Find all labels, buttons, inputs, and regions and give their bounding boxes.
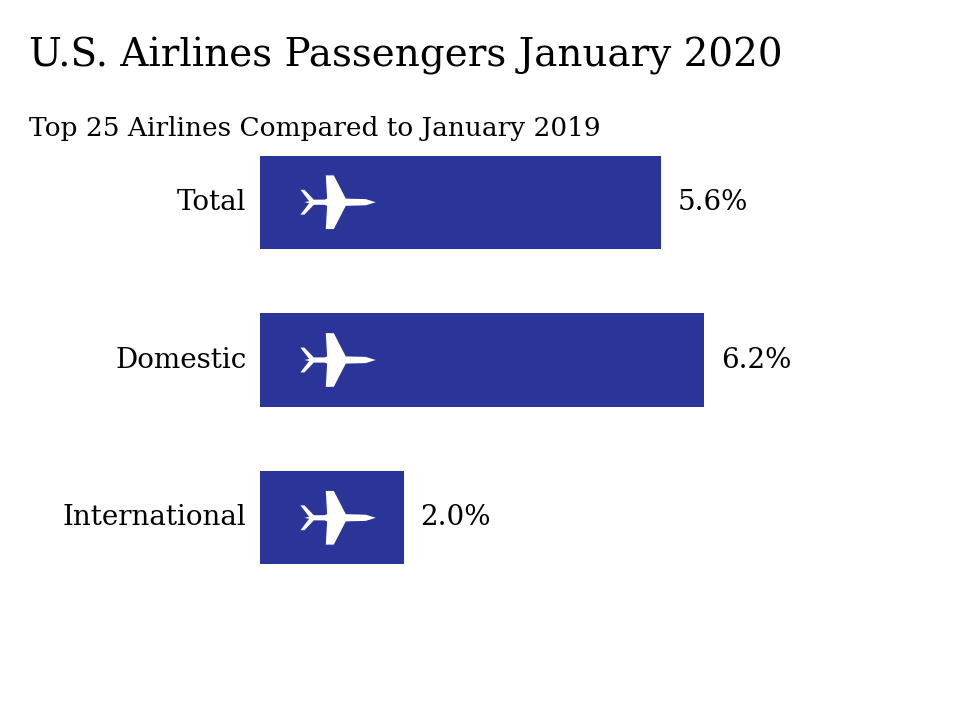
Polygon shape: [300, 333, 375, 387]
Text: International: International: [62, 504, 247, 531]
Bar: [260, 156, 661, 249]
Text: Top 25 Airlines Compared to January 2019: Top 25 Airlines Compared to January 2019: [29, 116, 601, 141]
Text: 2.0%: 2.0%: [420, 504, 491, 531]
Bar: [260, 471, 403, 564]
Text: Total: Total: [177, 189, 247, 216]
Bar: [260, 313, 704, 407]
Text: Domestic: Domestic: [115, 346, 247, 374]
Text: 6.2%: 6.2%: [721, 346, 791, 374]
Text: U.S. Airlines Passengers January 2020: U.S. Airlines Passengers January 2020: [29, 37, 782, 76]
Polygon shape: [300, 491, 375, 544]
Polygon shape: [300, 176, 375, 229]
Text: 5.6%: 5.6%: [678, 189, 748, 216]
